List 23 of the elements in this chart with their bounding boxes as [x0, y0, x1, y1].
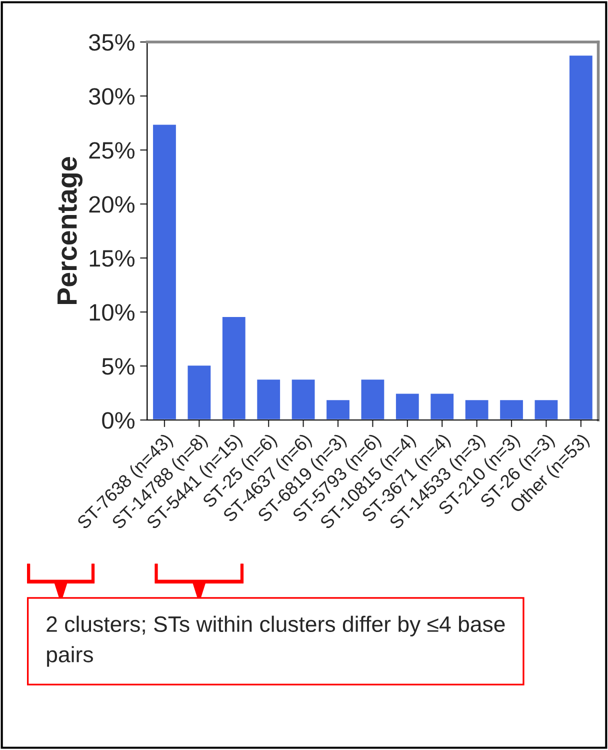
- bar: [429, 392, 455, 420]
- y-axis-title: Percentage: [58, 157, 83, 304]
- bar: [221, 316, 247, 420]
- bar: [256, 378, 282, 420]
- bar: [533, 398, 560, 420]
- bar: [498, 398, 524, 420]
- y-tick-label: 20%: [89, 196, 134, 213]
- bar: [464, 398, 490, 420]
- bar: [568, 54, 594, 420]
- y-tick-label: 30%: [88, 88, 134, 105]
- y-tick-label: 0%: [102, 412, 134, 429]
- bar: [394, 392, 420, 420]
- bar: [290, 378, 316, 420]
- y-tick-label: 15%: [90, 250, 134, 267]
- bar: [152, 123, 178, 420]
- y-tick-label: 5%: [102, 358, 134, 375]
- bar: [360, 378, 386, 420]
- bar: [186, 364, 212, 420]
- text: 2 clusters; STs within clusters differ by ≤4 base pairs: [46, 616, 505, 667]
- bar: [325, 398, 351, 420]
- y-tick-label: 25%: [89, 142, 134, 159]
- y-tick-label: 10%: [90, 304, 134, 321]
- y-tick-label: 35%: [88, 34, 134, 51]
